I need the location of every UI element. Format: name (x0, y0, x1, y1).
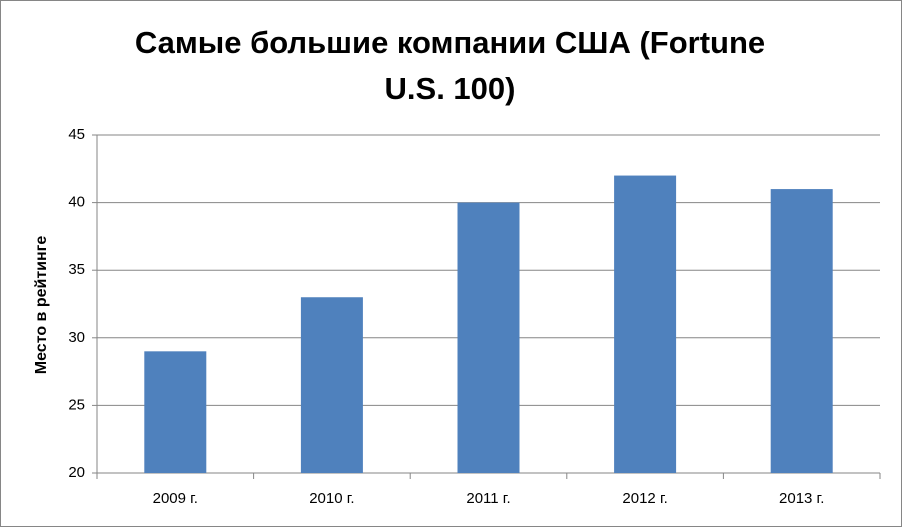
x-tick-label: 2009 г. (153, 490, 198, 507)
y-tick-label: 45 (68, 126, 85, 143)
y-tick-label: 20 (68, 464, 85, 481)
x-tick-label: 2011 г. (466, 490, 510, 507)
bar (300, 297, 363, 473)
chart-title: Самые большие компании США (Fortune U.S.… (134, 25, 766, 106)
x-tick-label: 2013 г. (779, 490, 824, 507)
y-axis-label: Место в рейтинге (33, 236, 50, 375)
bar (457, 202, 520, 473)
y-tick-label: 30 (68, 329, 85, 346)
bar (770, 189, 833, 473)
y-tick-label: 40 (68, 194, 85, 211)
y-tick-label: 25 (68, 396, 85, 413)
x-tick-label: 2010 г. (309, 490, 354, 507)
y-tick-label: 35 (68, 261, 85, 278)
bar (614, 175, 677, 473)
bar (144, 351, 207, 473)
x-tick-label: 2012 г. (622, 490, 667, 507)
